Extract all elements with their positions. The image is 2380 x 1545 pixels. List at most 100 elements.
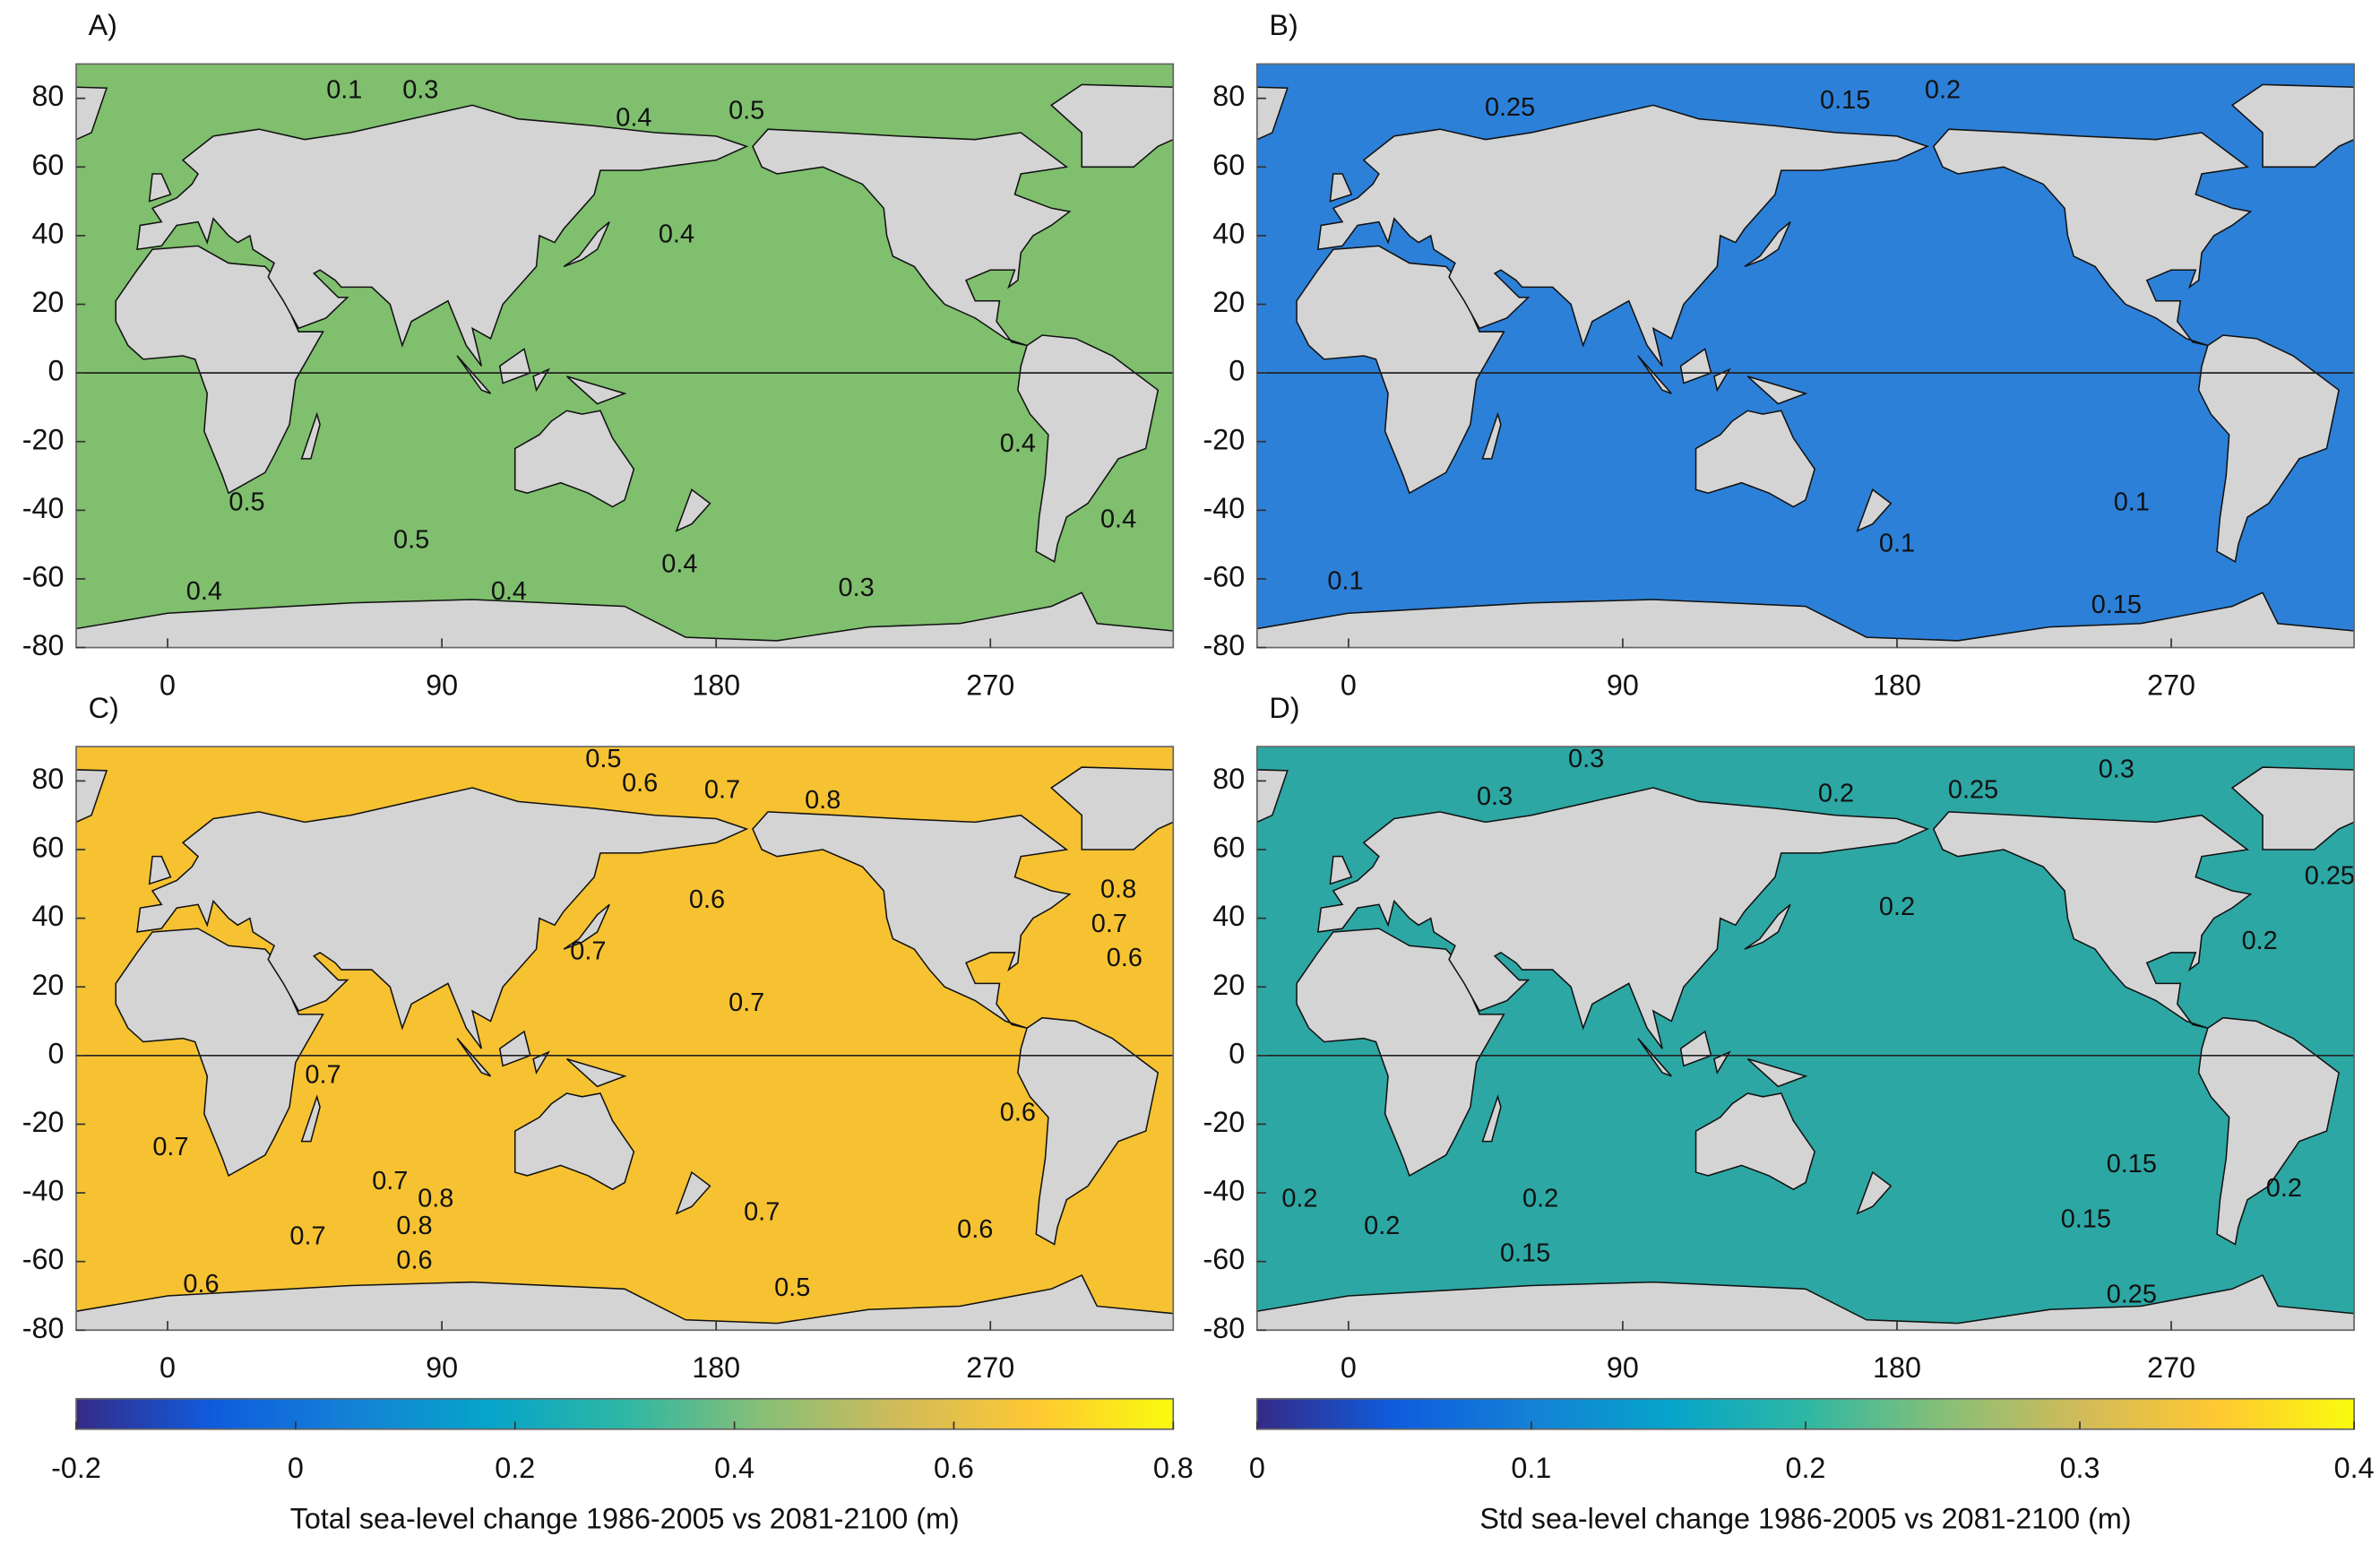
y-tick-label: -60 [1203,561,1246,593]
contour-label: 0.5 [729,97,764,125]
contour-label: 0.6 [396,1246,432,1274]
axes-frame [75,63,1175,649]
land [1481,411,1502,460]
land [1856,488,1893,532]
x-tick-label: 90 [1607,1351,1639,1384]
contour-label: 0.15 [1500,1239,1550,1268]
land [1256,1273,2355,1331]
land [1316,104,1930,367]
contour-label: 0.5 [774,1273,810,1302]
colorbar-tick-label: 0.4 [714,1452,755,1484]
x-tick-label: 270 [966,1351,1014,1384]
contour-label: 0.7 [289,1221,325,1250]
land [1856,1170,1893,1215]
contour-label: 0.2 [1522,1184,1558,1213]
colorbar-tick-label: 0 [288,1452,304,1484]
colorbar-tick-label: 0.1 [1511,1452,1551,1484]
land [1329,855,1353,885]
axes-frame [1255,63,2355,649]
y-tick-label: 0 [47,355,64,387]
land [675,1170,711,1215]
land [1256,591,2355,648]
land [1932,811,2253,1029]
land [1694,1092,1815,1191]
y-tick-label: -40 [22,1175,65,1207]
land [1316,787,1930,1049]
colorbar-title: Total sea-level change 1986-2005 vs 2081… [290,1502,960,1534]
y-tick-label: 60 [1212,832,1245,864]
colorbar-tick-label: 0.8 [1153,1452,1194,1484]
land [1746,375,1808,405]
land [76,86,108,141]
land [1296,928,1505,1178]
contour-label: 0.15 [1820,86,1870,115]
x-tick-label: 0 [160,669,176,701]
land [1050,83,1174,168]
land [513,1092,635,1191]
map-area: 0.1 0.3 0.4 0.5 0.4 0.5 0.5 0.4 0.4 0.4 0.3 0.4 0.4 [76,64,1174,648]
contour-label: 0.2 [1925,76,1961,105]
y-tick-label: -40 [1203,492,1246,524]
axes-frame [75,746,1175,1332]
land [1746,1057,1808,1088]
contour-label: 0.6 [1000,1099,1036,1127]
land [115,245,324,495]
x-tick-label: 270 [2147,669,2195,701]
y-tick-label: 80 [1212,763,1245,795]
x-tick-label: 180 [1873,1351,1921,1384]
y-tick-label: 40 [1212,900,1245,932]
contour-label: 0.4 [1100,505,1136,533]
contour-label: 0.8 [805,786,841,815]
land [1329,173,1353,203]
land [2230,766,2355,850]
y-tick-label: -80 [1203,1312,1246,1344]
contour-label: 0.5 [585,745,621,773]
x-tick-label: 90 [1607,669,1639,701]
y-tick-label: 20 [31,969,64,1001]
land [563,221,610,268]
contour-label: 0.15 [2061,1204,2111,1233]
contour-label: 0.2 [2242,927,2278,955]
contour-label: 0.3 [839,574,875,602]
colorbar-tick-label: 0.4 [2334,1452,2375,1484]
contour-label: 0.6 [957,1215,993,1244]
land [300,1094,321,1143]
contour-label: 0.5 [229,488,264,516]
colorbar-tick-label: 0.3 [2060,1452,2100,1484]
contour-label: 0.7 [372,1167,408,1195]
contour-label: 0.6 [183,1270,219,1299]
land [76,591,1174,648]
y-tick-label: -80 [22,629,65,661]
contour-label: 0.4 [186,577,222,606]
colorbar-tick-label: 0.2 [1786,1452,1826,1484]
contour-label: 0.4 [616,103,651,132]
land [1256,86,1289,141]
contour-label: 0.2 [1818,779,1854,807]
land [76,769,108,824]
x-tick-label: 90 [426,1351,458,1384]
x-tick-label: 270 [966,669,1014,701]
x-tick-label: 270 [2147,1351,2195,1384]
y-tick-label: -20 [1203,423,1246,455]
y-tick-label: -40 [1203,1175,1246,1207]
contour-label: 0.2 [2266,1174,2302,1203]
land [513,410,635,508]
land [1481,1094,1502,1143]
contour-label: 0.5 [393,525,429,554]
panel-label: A) [89,9,117,41]
x-tick-label: 180 [1873,669,1921,701]
contour-label: 0.4 [661,549,697,578]
y-tick-label: 0 [47,1037,64,1069]
colorbar-tick-label: 0.2 [495,1452,535,1484]
y-tick-label: 20 [1212,286,1245,318]
contour-label: 0.2 [1281,1184,1317,1213]
land [1744,221,1791,268]
x-tick-label: 0 [1341,1351,1357,1384]
x-tick-label: 90 [426,669,458,701]
axes-frame [1255,746,2355,1332]
contour-label: 0.7 [305,1060,341,1089]
land [1694,410,1815,508]
y-tick-label: 60 [31,832,64,864]
contour-label: 0.7 [152,1133,188,1161]
